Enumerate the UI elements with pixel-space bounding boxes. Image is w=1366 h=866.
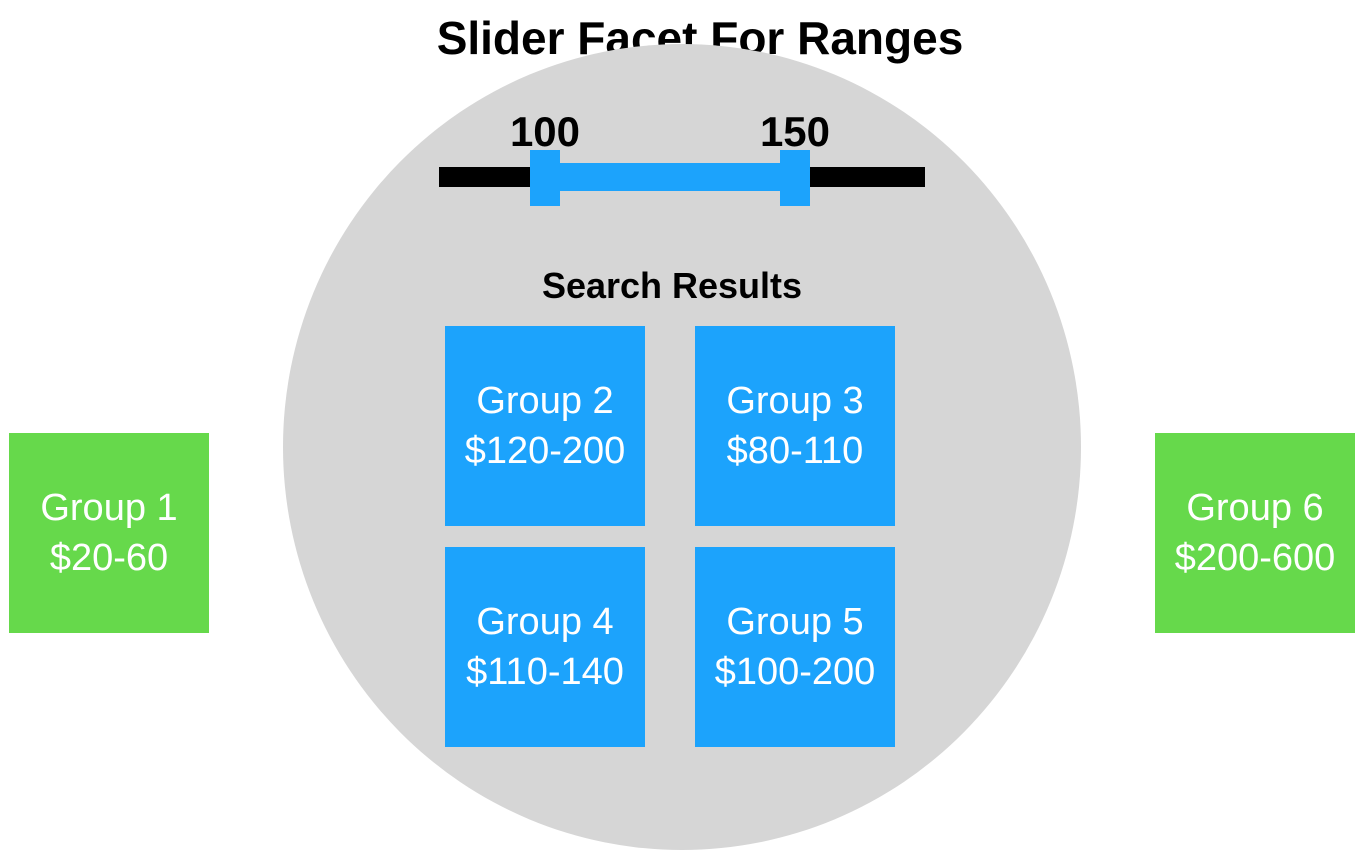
group-4-box: Group 4 $110-140 bbox=[445, 547, 645, 747]
group-2-box: Group 2 $120-200 bbox=[445, 326, 645, 526]
group-6-box: Group 6 $200-600 bbox=[1155, 433, 1355, 633]
group-price-range: $20-60 bbox=[49, 537, 169, 579]
group-price-range: $100-200 bbox=[714, 651, 876, 693]
group-3-box: Group 3 $80-110 bbox=[695, 326, 895, 526]
slider-max-handle[interactable] bbox=[780, 150, 810, 206]
slider-selected-range bbox=[545, 163, 795, 191]
slider-min-value: 100 bbox=[509, 108, 581, 155]
group-price-range: $110-140 bbox=[466, 651, 624, 693]
group-name: Group 4 bbox=[476, 601, 614, 643]
group-name: Group 1 bbox=[40, 487, 178, 529]
group-name: Group 3 bbox=[726, 380, 864, 422]
slider-max-value: 150 bbox=[759, 108, 831, 155]
group-1-box: Group 1 $20-60 bbox=[9, 433, 209, 633]
group-price-range: $200-600 bbox=[1174, 537, 1336, 579]
group-5-box: Group 5 $100-200 bbox=[695, 547, 895, 747]
group-price-range: $80-110 bbox=[726, 430, 864, 472]
group-name: Group 6 bbox=[1186, 487, 1324, 529]
search-results-heading: Search Results bbox=[541, 265, 803, 306]
group-price-range: $120-200 bbox=[464, 430, 626, 472]
group-name: Group 2 bbox=[476, 380, 614, 422]
slider-min-handle[interactable] bbox=[530, 150, 560, 206]
group-name: Group 5 bbox=[726, 601, 864, 643]
